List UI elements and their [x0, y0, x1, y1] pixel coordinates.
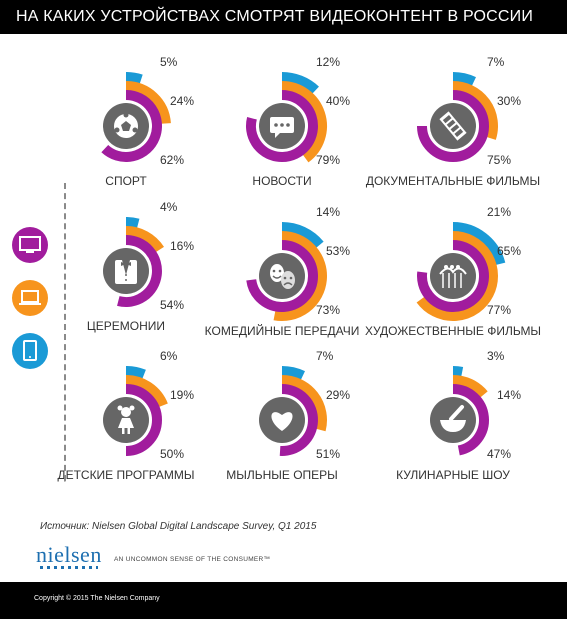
tuxedo-icon [115, 260, 137, 284]
radial-chart: 12% 40% 79% НОВОСТИ [246, 55, 350, 188]
arc-tablet [281, 72, 319, 95]
value-label-tablet: 7% [316, 349, 334, 363]
arc-laptop [125, 81, 171, 125]
category-label: ДОКУМЕНТАЛЬНЫЕ ФИЛЬМЫ [366, 174, 540, 188]
theater-masks-icon [270, 264, 295, 289]
roller-coaster-icon [439, 265, 467, 288]
radial-chart: 4% 16% 54% ЦЕРЕМОНИИ [87, 200, 194, 333]
heart-icon [271, 412, 293, 431]
radial-chart: 7% 29% 51% МЫЛЬНЫЕ ОПЕРЫ [226, 349, 350, 482]
value-label-tablet: 6% [160, 349, 178, 363]
value-label-tv: 51% [316, 447, 340, 461]
value-label-laptop: 24% [170, 94, 194, 108]
legend-divider [64, 183, 66, 481]
arc-tv [417, 240, 489, 312]
arc-tablet [125, 72, 143, 85]
value-label-tv: 54% [160, 298, 184, 312]
nielsen-logo: nielsen [36, 542, 102, 567]
value-label-tv: 47% [487, 447, 511, 461]
value-label-tablet: 4% [160, 200, 178, 214]
radial-chart: 21% 65% 77% ХУДОЖЕСТВЕННЫЕ ФИЛЬМЫ [365, 205, 541, 338]
radial-chart: 5% 24% 62% СПОРТ [101, 55, 194, 188]
arc-laptop [452, 375, 488, 398]
speech-bubble-icon [270, 117, 294, 138]
arc-tablet [452, 222, 506, 266]
arc-tv [452, 384, 489, 456]
film-strip-icon [439, 111, 467, 141]
category-label: ХУДОЖЕСТВЕННЫЕ ФИЛЬМЫ [365, 324, 541, 338]
chart-title: НА КАКИХ УСТРОЙСТВАХ СМОТРЯТ ВИДЕОКОНТЕН… [16, 8, 534, 25]
arc-tablet [452, 366, 464, 377]
value-label-laptop: 40% [326, 94, 350, 108]
radial-chart: 6% 19% 50% ДЕТСКИЕ ПРОГРАММЫ [57, 349, 194, 482]
value-label-tv: 50% [160, 447, 184, 461]
value-label-tv: 73% [316, 303, 340, 317]
arc-laptop [273, 231, 327, 321]
arc-tv [279, 384, 318, 456]
arc-tablet [125, 217, 140, 229]
footer-bar: Copyright © 2015 The Nielsen Company [0, 582, 567, 619]
value-label-laptop: 19% [170, 388, 194, 402]
value-label-tablet: 14% [316, 205, 340, 219]
value-label-laptop: 53% [326, 244, 350, 258]
arc-tv [246, 90, 318, 162]
category-label: ДЕТСКИЕ ПРОГРАММЫ [57, 468, 194, 482]
arc-tablet [281, 222, 324, 249]
tablet-icon [12, 333, 48, 369]
tv-icon [12, 227, 48, 263]
arc-tablet [281, 366, 305, 381]
brand-tagline: AN UNCOMMON SENSE OF THE CONSUMER™ [114, 556, 271, 563]
arc-tv [101, 90, 162, 162]
radial-chart: 3% 14% 47% КУЛИНАРНЫЕ ШОУ [396, 349, 521, 482]
value-label-laptop: 30% [497, 94, 521, 108]
category-label: ЦЕРЕМОНИИ [87, 319, 165, 333]
arc-laptop [416, 231, 498, 321]
copyright-text: Copyright © 2015 The Nielsen Company [34, 595, 160, 602]
value-label-tv: 77% [487, 303, 511, 317]
mortar-pestle-icon [440, 405, 466, 432]
arc-laptop [452, 81, 498, 140]
arc-tv [125, 384, 162, 456]
arc-laptop [125, 375, 168, 408]
arc-laptop [281, 81, 327, 163]
arc-tv [117, 235, 162, 307]
arc-tablet [125, 366, 146, 380]
radial-chart: 14% 53% 73% КОМЕДИЙНЫЕ ПЕРЕДАЧИ [205, 205, 360, 338]
source-note: Источник: Nielsen Global Digital Landsca… [40, 521, 317, 532]
value-label-tv: 75% [487, 153, 511, 167]
value-label-tablet: 5% [160, 55, 178, 69]
arc-tv [246, 240, 318, 312]
category-label: МЫЛЬНЫЕ ОПЕРЫ [226, 468, 338, 482]
header-bar: НА КАКИХ УСТРОЙСТВАХ СМОТРЯТ ВИДЕОКОНТЕН… [0, 0, 567, 34]
value-label-laptop: 65% [497, 244, 521, 258]
soccer-ball-icon [114, 112, 138, 138]
value-label-laptop: 29% [326, 388, 350, 402]
category-label: КУЛИНАРНЫЕ ШОУ [396, 468, 510, 482]
child-icon [117, 405, 135, 434]
value-label-tv: 62% [160, 153, 184, 167]
arc-tv [417, 90, 489, 162]
arc-laptop [125, 226, 164, 253]
category-label: СПОРТ [105, 174, 147, 188]
value-label-tv: 79% [316, 153, 340, 167]
logo-dots [40, 566, 98, 569]
laptop-icon [12, 280, 48, 316]
category-label: НОВОСТИ [252, 174, 311, 188]
arc-laptop [281, 375, 327, 432]
radial-chart: 7% 30% 75% ДОКУМЕНТАЛЬНЫЕ ФИЛЬМЫ [366, 55, 540, 188]
value-label-tablet: 3% [487, 349, 505, 363]
value-label-tablet: 12% [316, 55, 340, 69]
arc-tablet [452, 72, 476, 87]
value-label-laptop: 16% [170, 239, 194, 253]
value-label-tablet: 21% [487, 205, 511, 219]
category-label: КОМЕДИЙНЫЕ ПЕРЕДАЧИ [205, 323, 360, 338]
value-label-tablet: 7% [487, 55, 505, 69]
icon-circle [430, 253, 476, 299]
value-label-laptop: 14% [497, 388, 521, 402]
